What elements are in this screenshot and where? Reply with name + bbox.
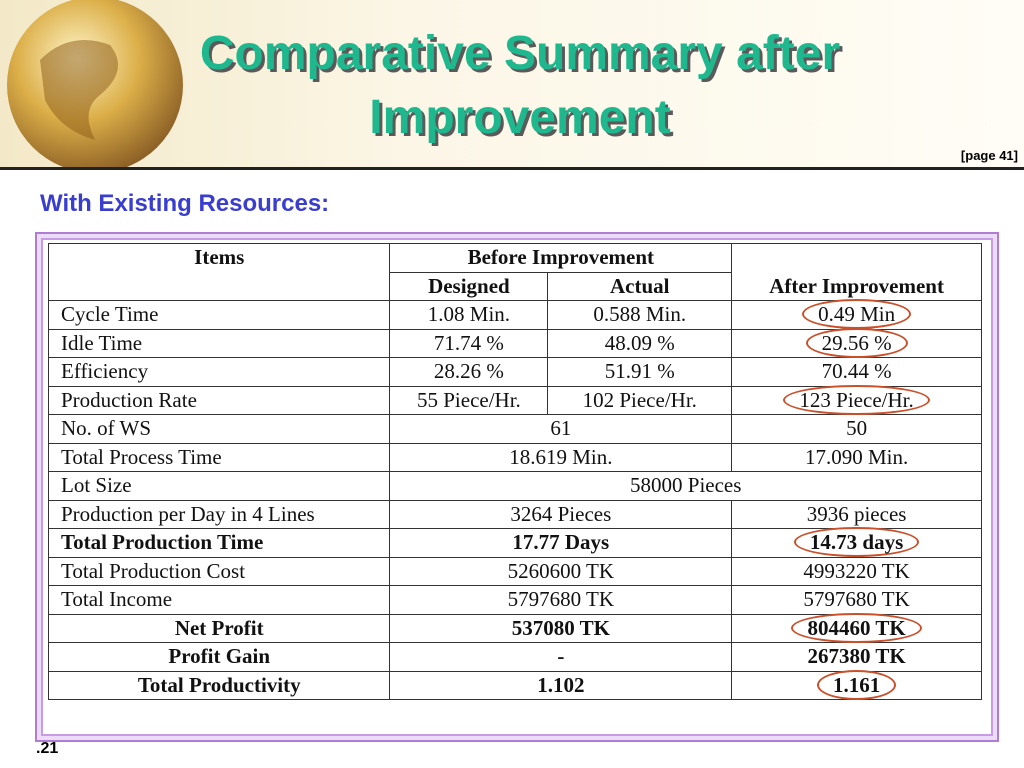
item-cell: Production Rate [47,385,391,415]
value-cell: 51.91 % [547,357,733,387]
value-cell: 1.102 [389,670,733,700]
value-cell: - [389,642,733,672]
item-cell: Lot Size [47,471,391,501]
table-row: Total Production Cost 5260600 TK 4993220 T… [47,556,982,586]
item-cell: Production per Day in 4 Lines [47,499,391,529]
value-cell: 1.08 Min. [389,300,549,330]
value-cell: 70.44 % [731,357,982,387]
header-cell: Designed [389,271,549,301]
table-row: Cycle Time 1.08 Min. 0.588 Min. 0.49 Min [47,299,982,330]
header-cell: Actual [547,271,733,301]
table-row: Idle Time 71.74 % 48.09 % 29.56 % [47,327,982,358]
item-cell: Total Process Time [47,442,391,472]
value-cell: 267380 TK [731,642,982,672]
subtitle: With Existing Resources: [40,190,330,217]
table-row: Total Income 5797680 TK 5797680 TK [47,585,982,615]
value-cell: 5260600 TK [389,556,733,586]
circled-value: 804460 TK [791,612,922,643]
item-cell: Profit Gain [47,642,391,672]
item-cell: No. of WS [47,414,391,444]
globe-graphic [7,0,183,167]
circled-value: 0.49 Min [802,299,912,330]
header-row: Items Before Improvement After Improveme… [47,243,982,301]
item-cell: Total Productivity [47,670,391,700]
table-row: Lot Size 58000 Pieces [47,471,982,501]
circled-value: 1.161 [816,669,897,700]
table-row: Net Profit 537080 TK 804460 TK [47,612,982,643]
value-cell: 5797680 TK [389,585,733,615]
value-cell: 0.49 Min [731,299,982,330]
slide-number: .21 [36,740,59,757]
header-cell: After Improvement [731,243,982,301]
item-cell: Efficiency [47,357,391,387]
value-cell: 48.09 % [547,328,733,358]
value-cell: 17.090 Min. [731,442,982,472]
summary-table: Items Before Improvement After Improveme… [47,243,982,700]
value-cell: 14.73 days [731,527,982,558]
value-cell: 1.161 [731,669,982,700]
page-reference: [page 41] [960,148,1018,163]
item-cell: Total Production Cost [47,556,391,586]
value-cell: 50 [731,414,982,444]
table-row: No. of WS 61 50 [47,414,982,444]
table-row: Total Process Time 18.619 Min. 17.090 Min. [47,442,982,472]
header-cell: Before Improvement [389,243,733,273]
circled-value: 14.73 days [793,527,920,558]
value-cell: 71.74 % [389,328,549,358]
circled-value: 123 Piece/Hr. [783,384,930,415]
value-cell: 3936 pieces [731,499,982,529]
item-cell: Total Production Time [47,528,391,558]
value-cell: 804460 TK [731,612,982,643]
item-cell: Total Income [47,585,391,615]
table-row: Total Productivity 1.102 1.161 [47,669,982,700]
item-cell: Cycle Time [47,300,391,330]
slide-title: Comparative Summary after Improvement [199,27,841,144]
value-cell: 17.77 Days [389,528,733,558]
value-cell: 5797680 TK [731,585,982,615]
table-row: Production per Day in 4 Lines 3264 Pieces… [47,499,982,529]
value-cell: 102 Piece/Hr. [547,385,733,415]
value-cell: 29.56 % [731,327,982,358]
table-row: Total Production Time 17.77 Days 14.73 day… [47,527,982,558]
table-row: Profit Gain -267380 TK [47,642,982,672]
value-cell: 537080 TK [389,613,733,643]
value-cell: 58000 Pieces [389,471,982,501]
value-cell: 123 Piece/Hr. [731,384,982,415]
table-row: Efficiency 28.26 % 51.91 % 70.44 % [47,357,982,387]
circled-value: 29.56 % [805,327,908,358]
value-cell: 55 Piece/Hr. [389,385,549,415]
item-cell: Net Profit [47,613,391,643]
value-cell: 18.619 Min. [389,442,733,472]
value-cell: 28.26 % [389,357,549,387]
header-cell: Items [47,243,391,301]
value-cell: 4993220 TK [731,556,982,586]
value-cell: 0.588 Min. [547,300,733,330]
value-cell: 61 [389,414,733,444]
table-row: Production Rate 55 Piece/Hr. 102 Piece/Hr.… [47,384,982,415]
item-cell: Idle Time [47,328,391,358]
value-cell: 3264 Pieces [389,499,733,529]
header-rule [0,167,1024,170]
table-body: Cycle Time 1.08 Min. 0.588 Min. 0.49 Min Idl… [47,299,982,700]
